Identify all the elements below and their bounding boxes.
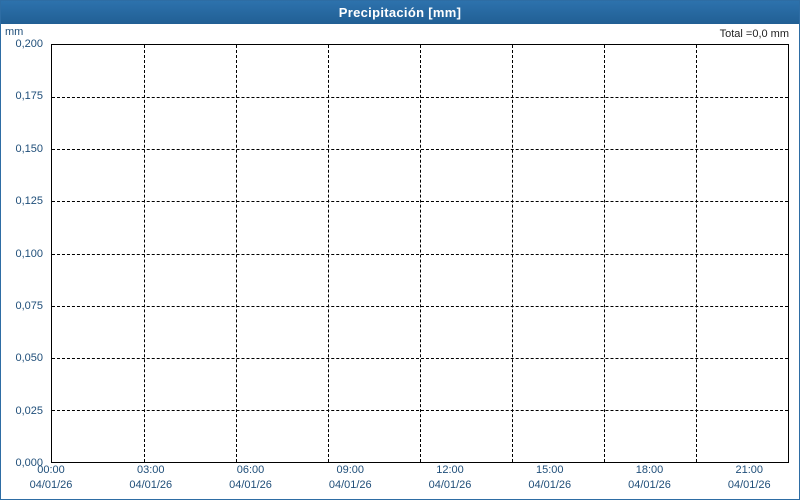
- plot-main-area: [51, 44, 789, 463]
- x-tick-4: 12:00 04/01/26: [429, 463, 472, 493]
- y-tick-4: 0,100: [15, 248, 43, 260]
- x-tick-1: 03:00 04/01/26: [129, 463, 172, 493]
- x-tick-6: 18:00 04/01/26: [628, 463, 671, 493]
- x-tick-3: 09:00 04/01/26: [329, 463, 372, 493]
- chart-title-bar: Precipitación [mm]: [1, 1, 799, 24]
- y-tick-0: 0,200: [15, 38, 43, 50]
- vgrid-5: [512, 45, 513, 462]
- vgrid-6: [604, 45, 605, 462]
- vgrid-3: [328, 45, 329, 462]
- total-label: Total =0,0 mm: [1, 24, 799, 42]
- y-tick-6: 0,050: [15, 352, 43, 364]
- vgrid-4: [420, 45, 421, 462]
- y-tick-7: 0,025: [15, 405, 43, 417]
- x-tick-2: 06:00 04/01/26: [229, 463, 272, 493]
- vgrid-7: [696, 45, 697, 462]
- x-tick-5: 15:00 04/01/26: [528, 463, 571, 493]
- y-tick-2: 0,150: [15, 143, 43, 155]
- y-tick-1: 0,175: [15, 90, 43, 102]
- vgrid-2: [236, 45, 237, 462]
- precipitation-chart-window: Precipitación [mm] Total =0,0 mm mm 0,20…: [0, 0, 800, 500]
- x-tick-0: 00:00 04/01/26: [30, 463, 73, 493]
- vgrid-1: [144, 45, 145, 462]
- y-axis-unit-label: mm: [5, 26, 23, 38]
- plot-area-wrapper: mm 0,200 0,175 0,150 0,125 0,100 0,075 0…: [1, 42, 799, 463]
- x-axis-row: 00:00 04/01/26 03:00 04/01/26 06:00 04/0…: [1, 463, 799, 499]
- x-tick-7: 21:00 04/01/26: [728, 463, 771, 493]
- y-tick-3: 0,125: [15, 195, 43, 207]
- y-tick-5: 0,075: [15, 300, 43, 312]
- y-axis-column: mm 0,200 0,175 0,150 0,125 0,100 0,075 0…: [3, 44, 51, 463]
